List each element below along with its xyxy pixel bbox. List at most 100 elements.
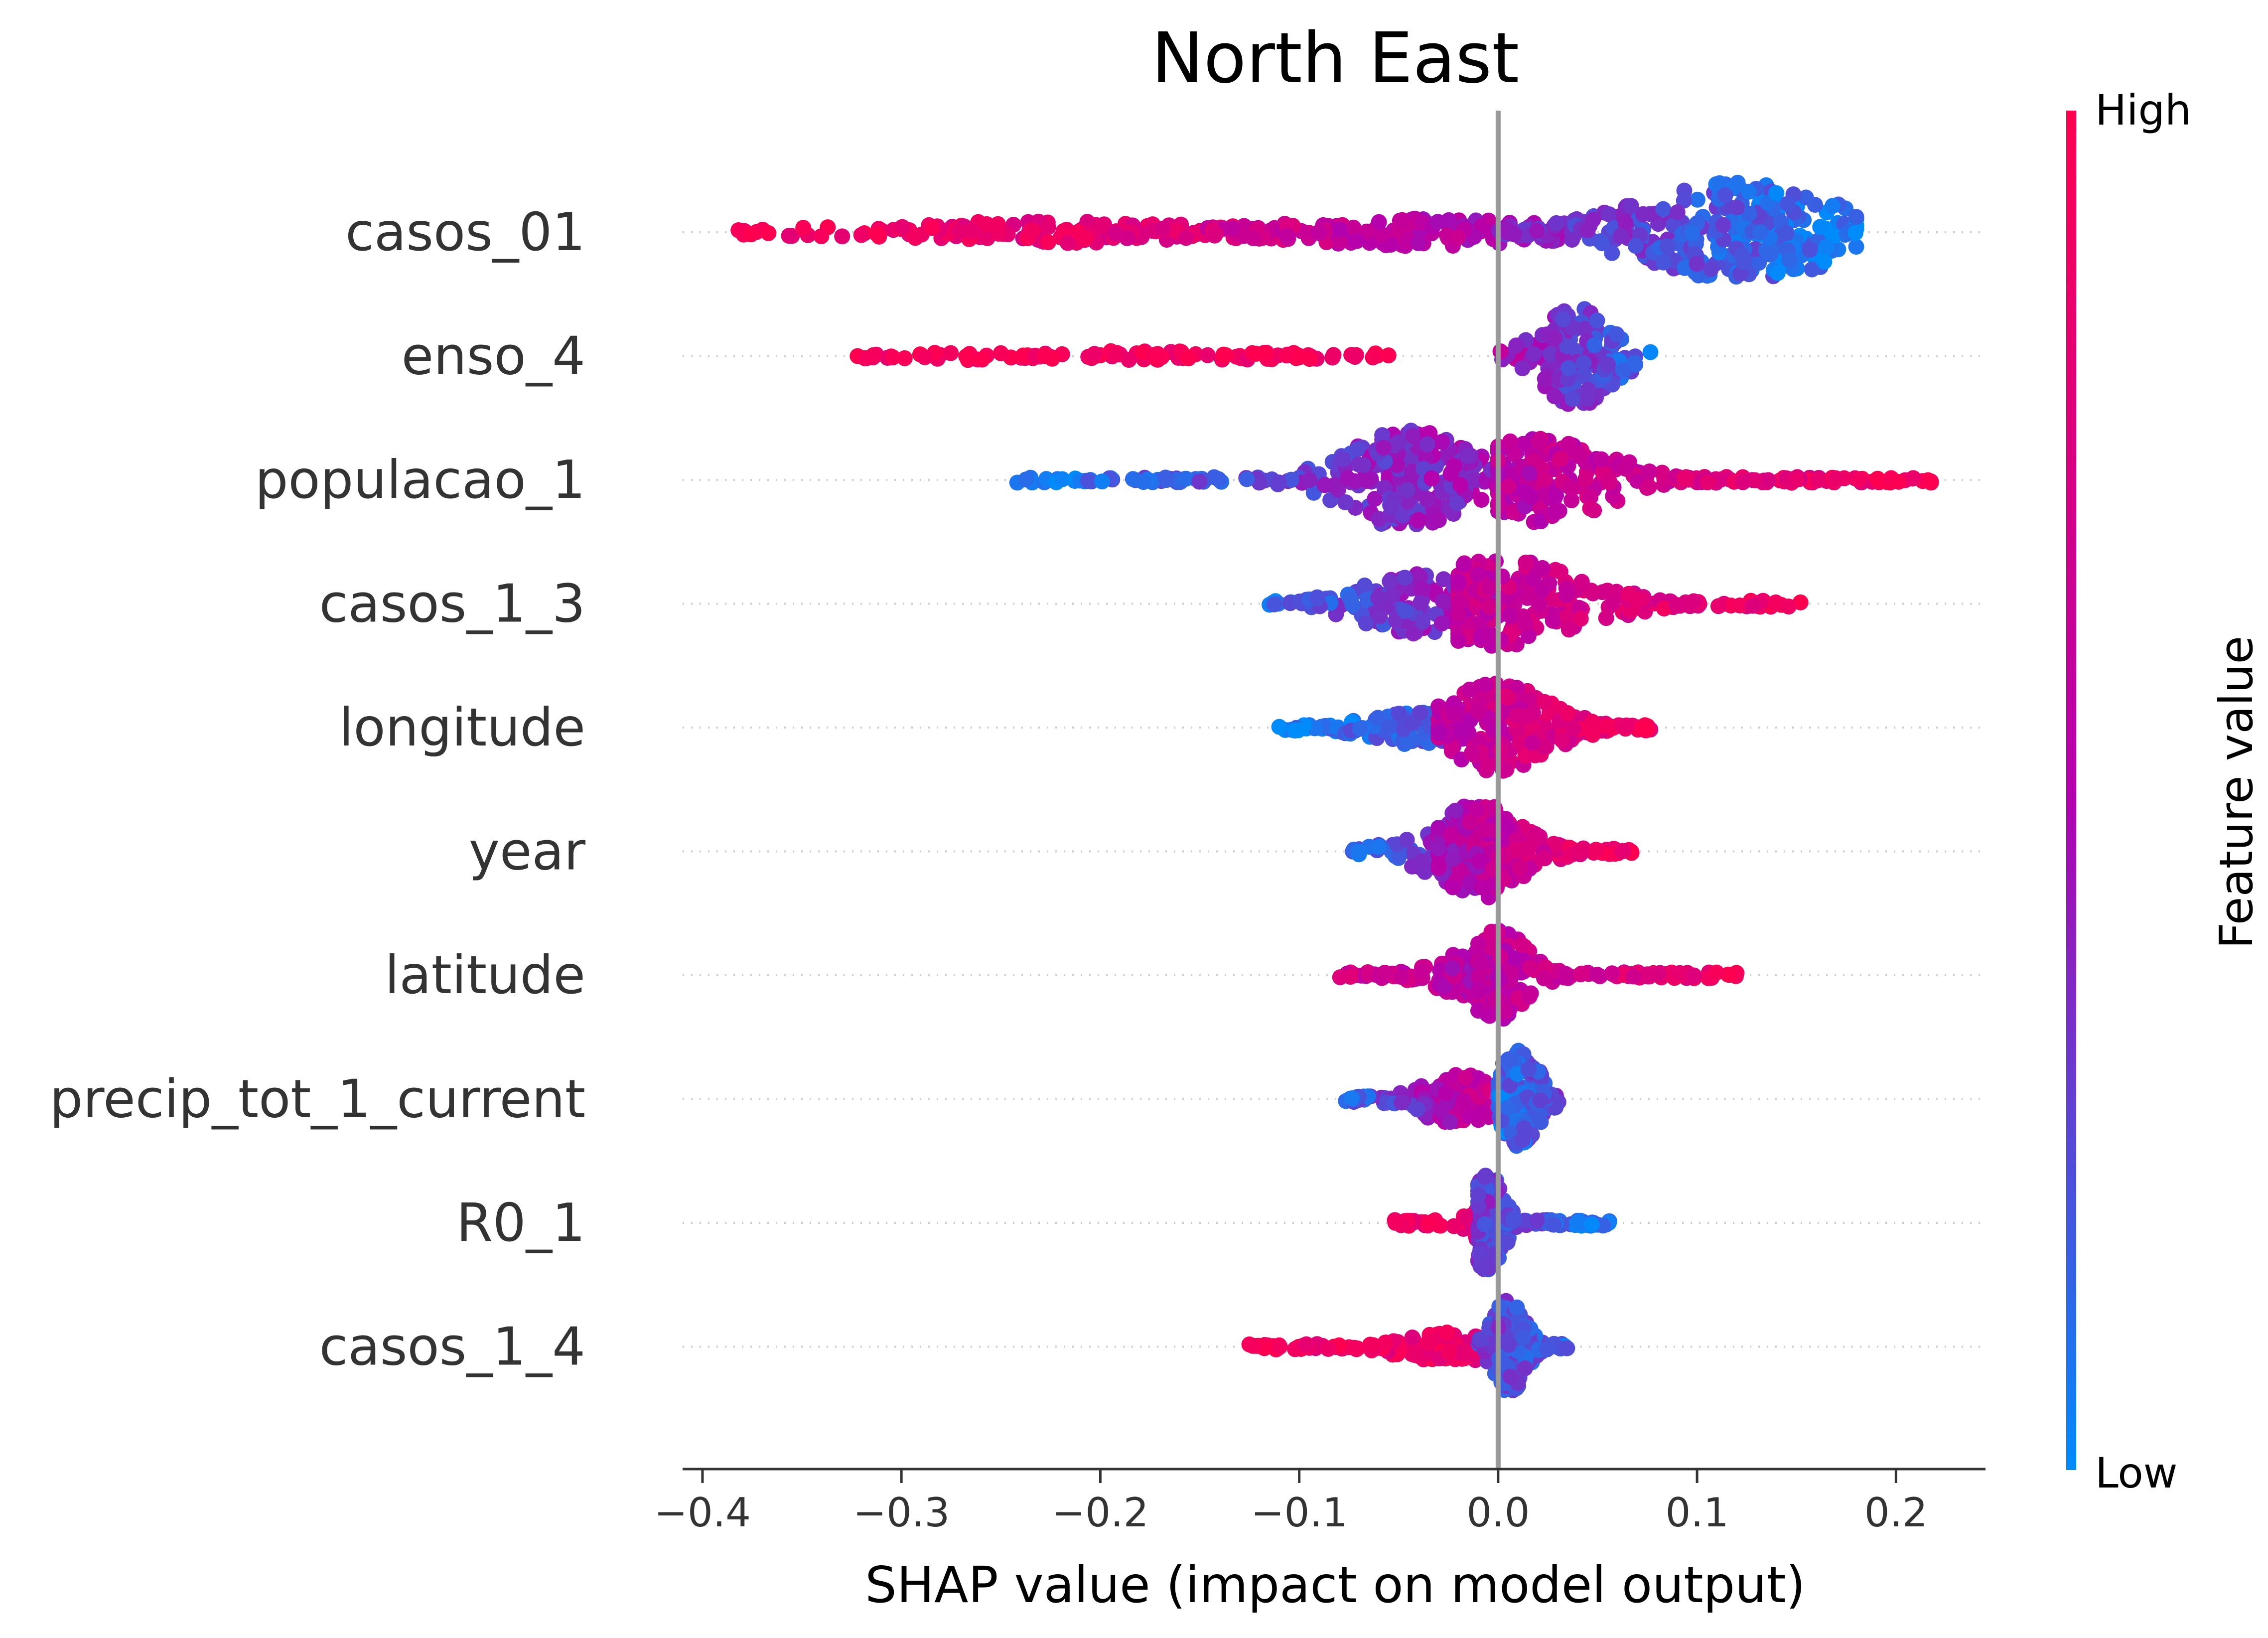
- shap-point: [1769, 265, 1786, 281]
- shap-point: [1577, 471, 1594, 487]
- shap-point: [1715, 217, 1731, 233]
- shap-point: [869, 226, 885, 242]
- shap-point: [1639, 721, 1655, 737]
- shap-point: [1818, 239, 1835, 255]
- colorbar: High Low Feature value: [2066, 86, 2263, 1497]
- shap-point: [1380, 347, 1397, 364]
- shap-point: [1521, 988, 1538, 1005]
- shap-point: [1271, 474, 1287, 491]
- shap-point: [1659, 238, 1676, 254]
- shap-point: [1433, 615, 1450, 632]
- shap-point: [1559, 587, 1575, 603]
- shap-point: [1420, 1215, 1436, 1231]
- shap-point: [1573, 574, 1590, 590]
- shap-point: [1338, 494, 1354, 511]
- shap-point: [1751, 255, 1767, 271]
- shap-point: [1533, 1114, 1549, 1130]
- shap-point: [1359, 473, 1375, 489]
- shap-point: [1410, 512, 1426, 528]
- shap-point: [1444, 960, 1460, 977]
- shap-point: [1351, 843, 1367, 860]
- shap-point: [1848, 209, 1864, 225]
- shap-point: [1497, 1004, 1513, 1020]
- shap-point: [1642, 344, 1659, 360]
- shap-point: [1412, 569, 1428, 585]
- shap-point: [1444, 879, 1461, 895]
- shap-point: [1586, 502, 1602, 519]
- shap-point: [1584, 727, 1601, 743]
- shap-point: [1135, 474, 1151, 490]
- shap-point: [1768, 594, 1784, 610]
- shap-point: [1529, 223, 1545, 239]
- shap-point: [963, 222, 979, 239]
- shap-point: [1534, 560, 1551, 576]
- shap-point: [1349, 441, 1366, 457]
- shap-point: [1623, 198, 1639, 214]
- shap-point: [1405, 625, 1421, 642]
- shap-point: [1615, 362, 1631, 378]
- shap-point: [1546, 1216, 1562, 1233]
- shap-point: [1548, 215, 1564, 231]
- shap-point: [1365, 349, 1381, 366]
- shap-point: [1499, 819, 1515, 835]
- shap-point: [1708, 964, 1725, 981]
- shap-point: [1481, 599, 1498, 615]
- shap-point: [1481, 1008, 1498, 1024]
- shap-point: [1455, 1093, 1472, 1109]
- feature-label: enso_4: [402, 326, 585, 387]
- shap-point: [1582, 488, 1598, 505]
- colorbar-gradient: [2066, 111, 2076, 1470]
- shap-point: [1781, 252, 1797, 268]
- shap-point: [1559, 705, 1576, 721]
- shap-points: [730, 174, 1939, 1398]
- shap-point: [1272, 1339, 1288, 1355]
- shap-point: [858, 350, 874, 366]
- shap-point: [1430, 840, 1447, 857]
- shap-point: [1547, 504, 1563, 520]
- shap-point: [990, 216, 1006, 232]
- shap-point: [1721, 967, 1737, 983]
- shap-point: [1393, 213, 1410, 230]
- shap-point: [1524, 735, 1540, 751]
- shap-point: [1608, 326, 1625, 342]
- shap-point: [1414, 963, 1429, 979]
- shap-point: [1559, 608, 1575, 624]
- shap-point: [1604, 965, 1620, 982]
- shap-point: [1346, 1340, 1363, 1356]
- x-tick-label: −0.3: [853, 1489, 950, 1536]
- shap-point: [1419, 491, 1436, 508]
- shap-point: [1600, 356, 1616, 373]
- shap-point: [1655, 201, 1672, 217]
- shap-point: [1504, 504, 1521, 520]
- shap-point: [1094, 473, 1110, 490]
- shap-point: [1518, 555, 1534, 571]
- shap-point: [1548, 487, 1564, 503]
- x-tick-label: 0.0: [1466, 1489, 1530, 1536]
- shap-point: [917, 349, 933, 365]
- shap-point: [1506, 226, 1522, 242]
- shap-point: [1080, 473, 1096, 489]
- shap-point: [1584, 714, 1600, 730]
- shap-point: [1519, 590, 1536, 606]
- shap-point: [1789, 471, 1805, 488]
- shap-point: [1266, 596, 1282, 612]
- shap-point: [1905, 470, 1921, 486]
- shap-point: [1177, 470, 1193, 487]
- shap-point: [1728, 199, 1745, 216]
- shap-point: [1768, 185, 1785, 201]
- shap-point: [1339, 470, 1356, 486]
- shap-point: [1506, 1210, 1522, 1226]
- shap-point: [1617, 215, 1634, 231]
- shap-point: [1589, 312, 1605, 329]
- shap-point: [1393, 969, 1410, 985]
- shap-point: [1473, 954, 1489, 971]
- shap-point: [1689, 256, 1705, 272]
- shap-point: [1597, 719, 1614, 735]
- shap-point: [1445, 850, 1461, 867]
- shap-point: [1331, 221, 1348, 238]
- shap-point: [1470, 703, 1486, 720]
- shap-point: [951, 223, 967, 239]
- shap-point: [1290, 722, 1306, 739]
- shap-point: [1430, 860, 1447, 876]
- shap-point: [1413, 595, 1428, 611]
